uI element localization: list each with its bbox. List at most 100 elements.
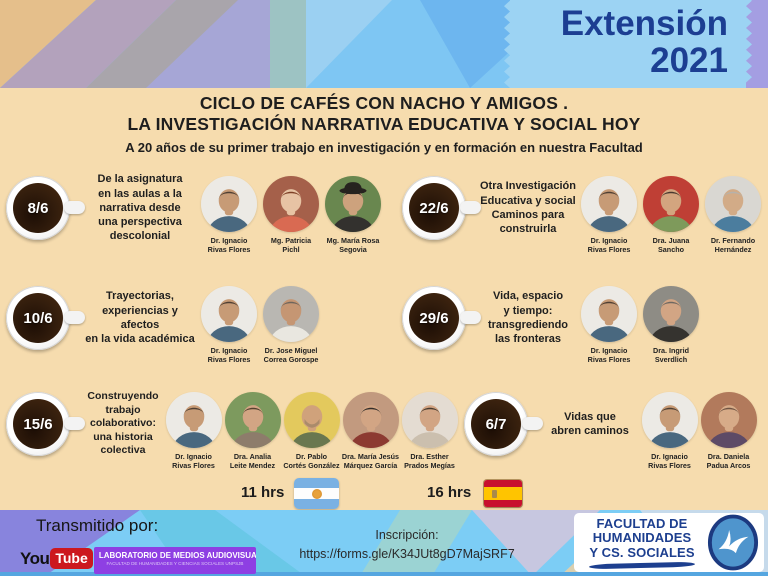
sessions-row-3: 15/6 Construyendo trabajo colaborativo: … [0, 382, 768, 482]
argentina-flag-icon [294, 478, 339, 509]
session-date: 6/7 [485, 415, 507, 433]
faculty-line2: HUMANIDADES [592, 530, 692, 546]
speaker: Dr. Ignacio Rivas Flores [201, 166, 257, 255]
cup-handle [64, 201, 85, 214]
speaker-name: Dra. María Jesús Márquez García [341, 452, 400, 471]
youtube-you-text: You [20, 548, 50, 568]
faculty-underline [588, 561, 696, 570]
session-speakers: Dr. Ignacio Rivas Flores Dra. Daniela Pa… [640, 382, 758, 471]
spain-flag-icon [484, 480, 522, 507]
coffee-cup-icon: 10/6 [6, 286, 85, 350]
speaker: Dr. Ignacio Rivas Flores [201, 276, 257, 365]
speaker-name: Dr. Jose Miguel Correa Gorospe [263, 346, 319, 365]
speaker: Dr. Jose Miguel Correa Gorospe [263, 276, 319, 365]
speaker: Dra. Ingrid Sverdlich [643, 276, 699, 365]
lab-medios-banner: LABORATORIO DE MEDIOS AUDIOVISUALES FACU… [94, 547, 256, 574]
speaker-photo [201, 176, 257, 232]
faculty-logo-box: FACULTAD DE HUMANIDADES Y CS. SOCIALES [574, 513, 764, 572]
transmitted-by-label: Transmitido por: [36, 516, 159, 535]
session: 6/7 Vidas que abren caminos Dr. Ignacio … [464, 382, 768, 480]
session: 8/6 De la asignatura en las aulas a la n… [0, 166, 398, 264]
faculty-name: FACULTAD DE HUMANIDADES Y CS. SOCIALES [580, 516, 704, 570]
coffee-cup-icon: 6/7 [464, 392, 543, 456]
coffee-cup-icon: 29/6 [402, 286, 481, 350]
inscription-label: Inscripción: [375, 528, 439, 542]
cup-handle [460, 311, 481, 324]
speaker: Dr. Fernando Hernández [705, 166, 761, 255]
session-speakers: Dr. Ignacio Rivas Flores Mg. Patricia Pi… [198, 166, 384, 255]
speaker-photo [641, 392, 698, 448]
session-date: 10/6 [23, 309, 53, 327]
speaker: Mg. María Rosa Segovia [325, 166, 381, 255]
session-speakers: Dr. Ignacio Rivas Flores Dr. Jose Miguel… [198, 276, 322, 365]
session-date: 29/6 [419, 309, 449, 327]
session-speakers: Dr. Ignacio Rivas Flores Dra. Ingrid Sve… [578, 276, 702, 365]
speaker-name: Dr. Ignacio Rivas Flores [172, 452, 215, 471]
speaker-name: Dr. Ignacio Rivas Flores [587, 236, 631, 255]
youtube-tube-text: Tube [50, 548, 93, 569]
session-description: Otra Investigación Educativa y social Ca… [480, 180, 576, 236]
speaker-photo [401, 392, 458, 448]
speaker-name: Dr. Ignacio Rivas Flores [648, 452, 691, 471]
session-description: Vidas que abren caminos [551, 410, 629, 437]
footer-banner: Transmitido por: You Tube LABORATORIO DE… [0, 510, 768, 576]
speaker-photo [325, 176, 381, 232]
speaker: Dr. Ignacio Rivas Flores [581, 166, 637, 255]
cup-coffee [13, 293, 63, 343]
poster-subtitle: A 20 años de su primer trabajo en invest… [125, 139, 643, 155]
badge-line2: 2021 [650, 41, 728, 81]
session: 15/6 Construyendo trabajo colaborativo: … [0, 382, 464, 480]
coffee-cup-icon: 8/6 [6, 176, 85, 240]
inscription-url-link[interactable]: https://forms.gle/K34JUt8gD7MajSRF7 [299, 547, 515, 562]
speaker-name: Dra. Ingrid Sverdlich [653, 346, 689, 365]
speaker-photo [201, 286, 257, 342]
session: 29/6 Vida, espacio y tiempo: transgredie… [398, 276, 768, 374]
session-date: 8/6 [27, 199, 49, 217]
speaker-name: Dr. Pablo Cortés González [283, 452, 340, 471]
speaker-photo [643, 176, 699, 232]
badge-line1: Extensión [560, 4, 728, 43]
session-description: Construyendo trabajo colaborativo: una h… [87, 389, 159, 457]
speaker-photo [263, 286, 319, 342]
youtube-logo: You Tube [20, 548, 93, 569]
cup-handle [460, 201, 481, 214]
speaker-name: Dra. Esther Prados Megías [404, 452, 455, 471]
speaker-name: Dr. Ignacio Rivas Flores [207, 346, 251, 365]
cup-coffee [471, 399, 521, 449]
poster-title-line1: CICLO DE CAFÉS CON NACHO Y AMIGOS . [199, 93, 569, 113]
faculty-line3: Y CS. SOCIALES [589, 544, 695, 560]
speaker-name: Dra. Daniela Padua Arcos [706, 452, 751, 471]
cup-coffee [13, 399, 63, 449]
speaker-photo [643, 286, 699, 342]
extension-2021-badge: Extensión 2021 [504, 0, 752, 88]
speaker: Dra. Daniela Padua Arcos [700, 382, 757, 471]
speaker-name: Dra. Analia Leite Mendez [229, 452, 276, 471]
session-speakers: Dr. Ignacio Rivas Flores Dra. Juana Sanc… [578, 166, 764, 255]
lab-banner-title: LABORATORIO DE MEDIOS AUDIOVISUALES [98, 550, 256, 560]
speaker-photo [165, 392, 222, 448]
time-spain: 16 hrs [427, 484, 472, 501]
speaker-name: Mg. María Rosa Segovia [326, 236, 380, 255]
cup-coffee [13, 183, 63, 233]
inscription-block: Inscripción: https://forms.gle/K34JUt8gD… [288, 526, 526, 565]
session-date: 15/6 [23, 415, 53, 433]
session-description: De la asignatura en las aulas a la narra… [97, 173, 183, 243]
speaker: Mg. Patricia Pichl [263, 166, 319, 255]
time-argentina: 11 hrs [241, 484, 285, 501]
coffee-cup-icon: 15/6 [6, 392, 85, 456]
session-speakers: Dr. Ignacio Rivas Flores Dra. Analia Lei… [164, 382, 459, 471]
sessions-row-1: 8/6 De la asignatura en las aulas a la n… [0, 166, 768, 266]
speaker: Dra. María Jesús Márquez García [342, 382, 399, 471]
speaker-name: Dr. Ignacio Rivas Flores [207, 236, 251, 255]
speaker-photo [581, 286, 637, 342]
header-banner: Extensión 2021 [0, 0, 768, 88]
cup-handle [522, 417, 543, 430]
speaker-photo [224, 392, 281, 448]
seagull-logo-icon [707, 514, 759, 571]
coffee-cup-icon: 22/6 [402, 176, 481, 240]
times-row: 11 hrs 16 hrs [0, 477, 768, 511]
speaker-photo [581, 176, 637, 232]
title-block: CICLO DE CAFÉS CON NACHO Y AMIGOS . LA I… [0, 93, 768, 155]
cup-coffee [409, 183, 459, 233]
